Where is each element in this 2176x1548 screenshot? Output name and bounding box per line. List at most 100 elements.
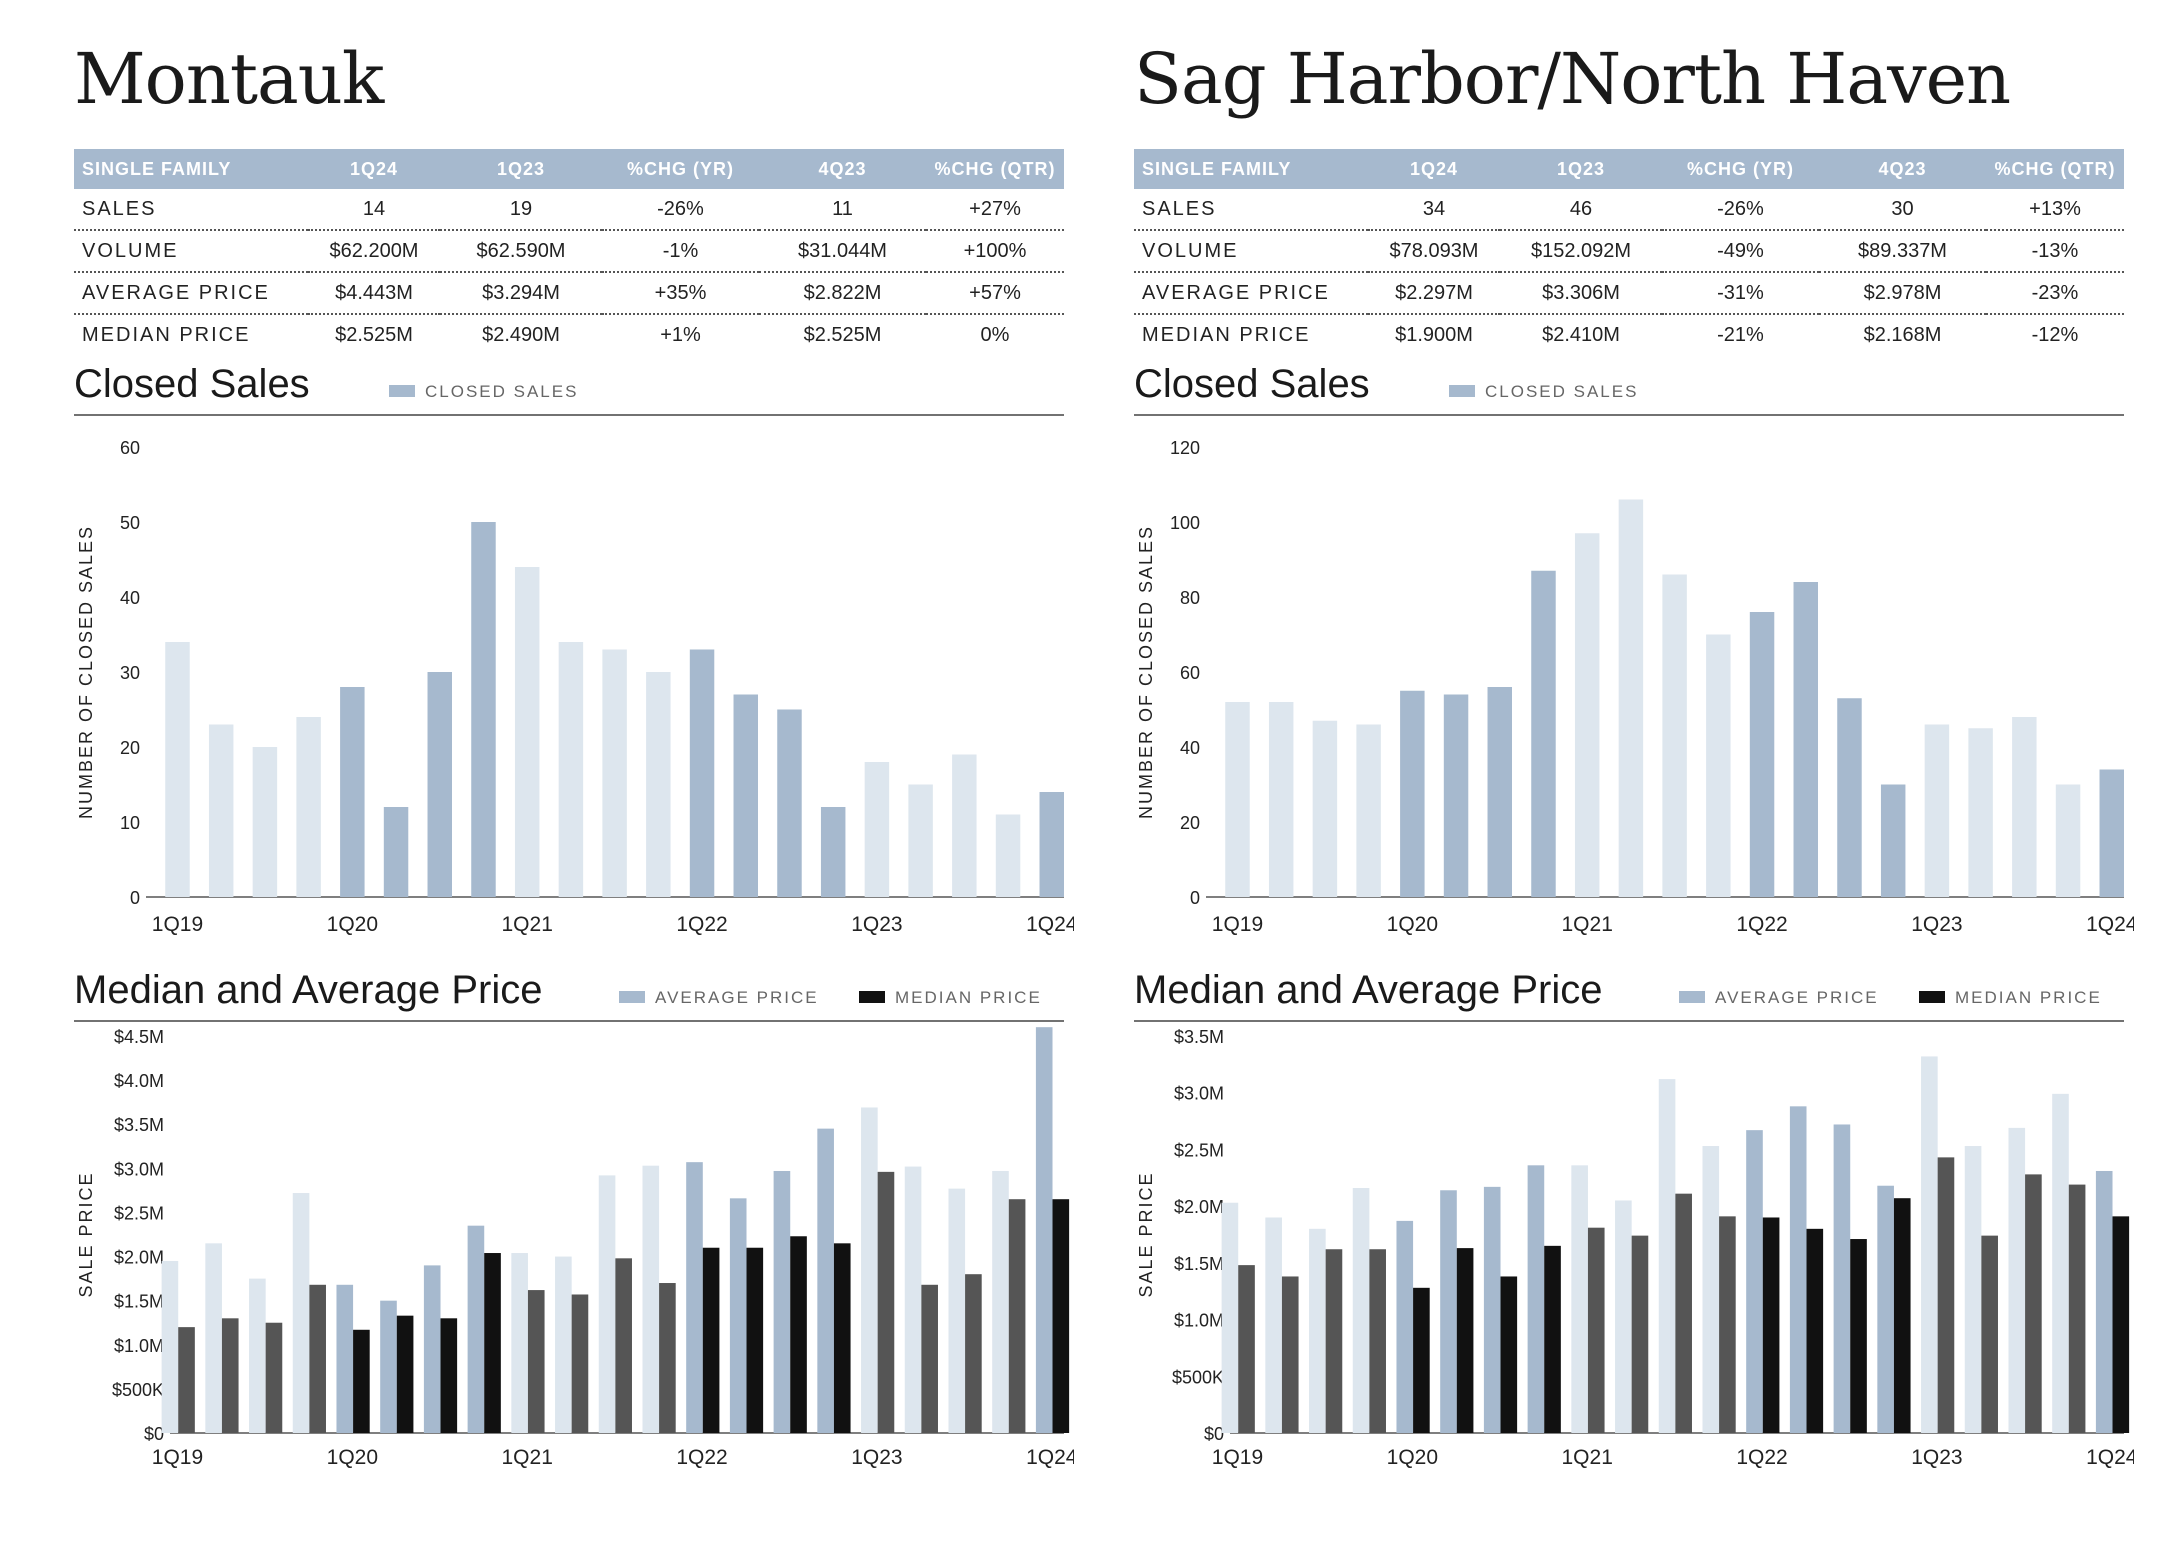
column-header: SINGLE FAMILY: [1134, 149, 1368, 189]
average-price-bar: [1964, 1146, 1982, 1433]
y-tick-label: 10: [120, 813, 140, 833]
y-tick-label: $0: [1204, 1424, 1224, 1444]
column-header: SINGLE FAMILY: [74, 149, 308, 189]
closed-sales-chart: Closed Sales CLOSED SALES NUMBER OF CLOSED…: [74, 362, 1074, 936]
y-tick-label: $0: [144, 1424, 164, 1444]
median-price-bar: [178, 1327, 195, 1433]
chart-title: Median and Average Price: [1134, 968, 1602, 1012]
row-label: VOLUME: [74, 230, 308, 273]
average-price-bar: [292, 1193, 310, 1433]
y-tick-label: $500K: [112, 1380, 164, 1400]
legend-label: CLOSED SALES: [425, 382, 578, 401]
average-price-bar: [773, 1170, 791, 1433]
average-price-bar: [423, 1265, 441, 1433]
median-price-bar: [527, 1290, 545, 1433]
table-cell: $2.490M: [482, 323, 560, 346]
table-cell: +13%: [1986, 189, 2124, 231]
median-price-bar: [1981, 1235, 1998, 1433]
montauk-panel: Montauk SINGLE FAMILY 1Q24 1Q23 %CHG (YR…: [74, 0, 1074, 1548]
average-price-bar: [948, 1188, 966, 1433]
closed-sales-bar: [340, 687, 365, 897]
average-price-bar: [1702, 1146, 1720, 1433]
median-price-bar: [1413, 1287, 1430, 1433]
closed-sales-bar: [208, 724, 234, 897]
table-row: AVERAGE PRICE $4.443M $3.294M +35% $2.82…: [74, 272, 1064, 315]
legend-swatch: [389, 385, 415, 397]
average-price-bar: [817, 1128, 834, 1433]
legend-label: AVERAGE PRICE: [1715, 988, 1879, 1007]
x-tick-label: 1Q21: [502, 1446, 553, 1469]
column-header: %CHG (QTR): [1986, 149, 2124, 189]
x-tick-label: 1Q20: [327, 913, 378, 936]
closed-sales-bar: [777, 709, 802, 897]
table-cell: -49%: [1662, 230, 1819, 273]
median-price-bar: [440, 1318, 458, 1433]
legend-label: MEDIAN PRICE: [895, 988, 1042, 1007]
panel-title: Montauk: [74, 38, 384, 120]
table-row: SALES 34 46 -26% 30 +13%: [1134, 189, 2124, 231]
x-tick-label: 1Q20: [327, 1446, 378, 1469]
average-price-bar: [161, 1260, 179, 1433]
table-cell: 34: [1368, 189, 1500, 231]
chart-title: Median and Average Price: [74, 968, 542, 1012]
average-price-bar: [1877, 1185, 1894, 1433]
y-tick-label: 40: [1180, 738, 1200, 758]
table-cell: $2.525M: [803, 323, 882, 346]
x-tick-label: 1Q21: [1562, 913, 1613, 936]
average-price-bar: [598, 1175, 616, 1433]
y-tick-label: 120: [1170, 438, 1200, 458]
price-chart: Median and Average Price AVERAGE PRICE MED…: [74, 968, 1074, 1469]
table-cell: $3.306M: [1500, 272, 1662, 315]
median-price-bar: [484, 1253, 501, 1433]
row-label: VOLUME: [1134, 230, 1368, 273]
median-price-bar: [702, 1247, 720, 1433]
average-price-bar: [1035, 1027, 1053, 1433]
legend-swatch: [859, 991, 885, 1003]
closed-sales-bar: [427, 672, 452, 897]
closed-sales-bar: [2099, 769, 2124, 897]
y-tick-label: 60: [120, 438, 140, 458]
x-tick-label: 1Q23: [851, 1446, 902, 1469]
y-tick-label: 20: [120, 738, 140, 758]
column-header: %CHG (QTR): [926, 149, 1064, 189]
y-tick-label: 30: [120, 663, 140, 683]
average-price-bar: [1921, 1056, 1938, 1433]
column-header: %CHG (YR): [1662, 149, 1819, 189]
closed-sales-bar: [558, 642, 584, 897]
y-axis-label: NUMBER OF CLOSED SALES: [1136, 525, 1156, 819]
x-tick-label: 1Q24: [2086, 913, 2134, 936]
closed-sales-bar: [1268, 702, 1294, 897]
table-header-row: SINGLE FAMILY 1Q24 1Q23 %CHG (YR) 4Q23 %…: [1134, 149, 2124, 189]
average-price-bar: [1746, 1130, 1763, 1433]
y-tick-label: $3.5M: [114, 1115, 164, 1135]
average-price-bar: [1221, 1202, 1239, 1433]
median-price-bar: [1806, 1228, 1824, 1433]
median-price-bar: [1052, 1199, 1070, 1433]
average-price-bar: [1615, 1200, 1632, 1433]
closed-sales-bar: [1312, 720, 1338, 897]
y-tick-label: 60: [1180, 663, 1200, 683]
table-cell: $2.297M: [1368, 272, 1500, 315]
legend-swatch: [1449, 385, 1475, 397]
column-header: %CHG (YR): [602, 149, 759, 189]
table-cell: -23%: [1986, 272, 2124, 315]
closed-sales-bar: [383, 807, 409, 897]
column-header: 1Q24: [1368, 149, 1500, 189]
table-cell: -26%: [602, 189, 759, 231]
x-tick-label: 1Q24: [1026, 913, 1074, 936]
median-price-bar: [265, 1322, 283, 1433]
y-tick-label: $2.0M: [1174, 1197, 1224, 1217]
median-price-bar: [1893, 1198, 1911, 1433]
x-tick-label: 1Q23: [1911, 913, 1962, 936]
table-cell: $152.092M: [1500, 230, 1662, 273]
y-tick-label: $4.0M: [114, 1071, 164, 1091]
legend-swatch: [1679, 991, 1705, 1003]
row-label: AVERAGE PRICE: [74, 272, 308, 315]
average-price-bar: [686, 1162, 703, 1433]
y-tick-label: 20: [1180, 813, 1200, 833]
x-tick-label: 1Q19: [152, 1446, 203, 1469]
table-cell: +1%: [660, 323, 701, 346]
median-price-bar: [1544, 1245, 1561, 1433]
x-tick-label: 1Q19: [1212, 913, 1263, 936]
median-price-bar: [1850, 1239, 1867, 1433]
